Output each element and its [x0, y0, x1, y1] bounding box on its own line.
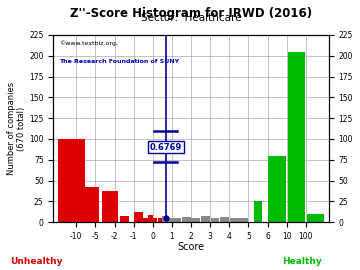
- Bar: [162, 216, 167, 222]
- Bar: [158, 218, 162, 222]
- Bar: [201, 216, 210, 222]
- Bar: [148, 215, 153, 222]
- Bar: [288, 52, 305, 222]
- Bar: [172, 218, 181, 222]
- Bar: [182, 217, 191, 222]
- Bar: [230, 218, 239, 222]
- Bar: [143, 218, 148, 222]
- Text: ©www.textbiz.org,: ©www.textbiz.org,: [59, 40, 118, 46]
- Y-axis label: Number of companies
(670 total): Number of companies (670 total): [7, 82, 26, 175]
- Bar: [254, 201, 262, 222]
- Bar: [239, 218, 248, 222]
- X-axis label: Score: Score: [177, 242, 204, 252]
- Text: 0.6769: 0.6769: [150, 143, 182, 152]
- Title: Z''-Score Histogram for IRWD (2016): Z''-Score Histogram for IRWD (2016): [70, 7, 312, 20]
- Bar: [120, 216, 129, 222]
- Text: Healthy: Healthy: [283, 257, 322, 266]
- Text: The Research Foundation of SUNY: The Research Foundation of SUNY: [59, 59, 179, 64]
- Bar: [134, 212, 143, 222]
- Bar: [102, 191, 118, 222]
- Text: Sector:  Healthcare: Sector: Healthcare: [141, 13, 241, 23]
- Bar: [82, 187, 99, 222]
- Bar: [220, 217, 229, 222]
- Bar: [58, 139, 85, 222]
- Text: Unhealthy: Unhealthy: [10, 257, 62, 266]
- Bar: [211, 218, 219, 222]
- Bar: [167, 218, 172, 222]
- Bar: [268, 156, 286, 222]
- Bar: [307, 214, 324, 222]
- Bar: [153, 218, 157, 222]
- Bar: [192, 218, 200, 222]
